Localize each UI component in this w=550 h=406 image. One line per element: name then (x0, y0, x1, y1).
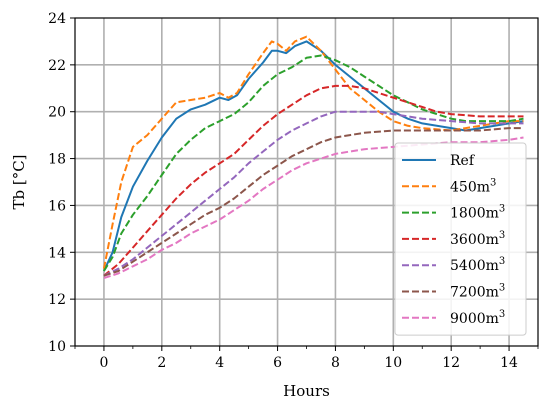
legend-label: 450m3 (450, 177, 496, 195)
y-axis-label: Tb [°C] (10, 154, 28, 209)
y-tick-label: 24 (48, 11, 66, 27)
x-tick-label: 10 (384, 355, 402, 371)
x-tick-label: 6 (273, 355, 282, 371)
grid (75, 18, 538, 346)
series-line (103, 54, 524, 272)
series-line (102, 40, 524, 272)
y-tick-label: 10 (48, 339, 66, 355)
legend-label: 9000m3 (450, 309, 505, 327)
y-tick-label: 22 (48, 58, 66, 74)
y-tick-label: 20 (48, 105, 66, 121)
series-line (102, 35, 524, 269)
x-tick-label: 2 (157, 355, 166, 371)
x-axis-label: Hours (283, 382, 330, 400)
legend-label: 3600m3 (450, 230, 505, 248)
legend-label: 5400m3 (450, 256, 505, 274)
y-tick-label: 12 (48, 292, 66, 308)
legend-label: 7200m3 (450, 283, 505, 301)
legend-box (394, 142, 527, 336)
x-tick-label: 12 (442, 355, 460, 371)
y-tick-label: 14 (48, 245, 66, 261)
legend-label: Ref (450, 153, 476, 169)
x-tick-label: 0 (99, 355, 108, 371)
x-tick-label: 4 (215, 355, 224, 371)
y-tick-label: 18 (48, 152, 66, 168)
series-line (103, 110, 524, 277)
y-tick-label: 16 (48, 198, 66, 214)
legend: Ref 450m3 1800m3 3600m3 5400m3 7200m3 9000m3 (394, 142, 527, 336)
series-line (103, 84, 524, 277)
x-tick-label: 8 (331, 355, 340, 371)
series-line (103, 127, 524, 277)
x-tick-label: 14 (500, 355, 518, 371)
legend-label: 1800m3 (450, 204, 505, 222)
